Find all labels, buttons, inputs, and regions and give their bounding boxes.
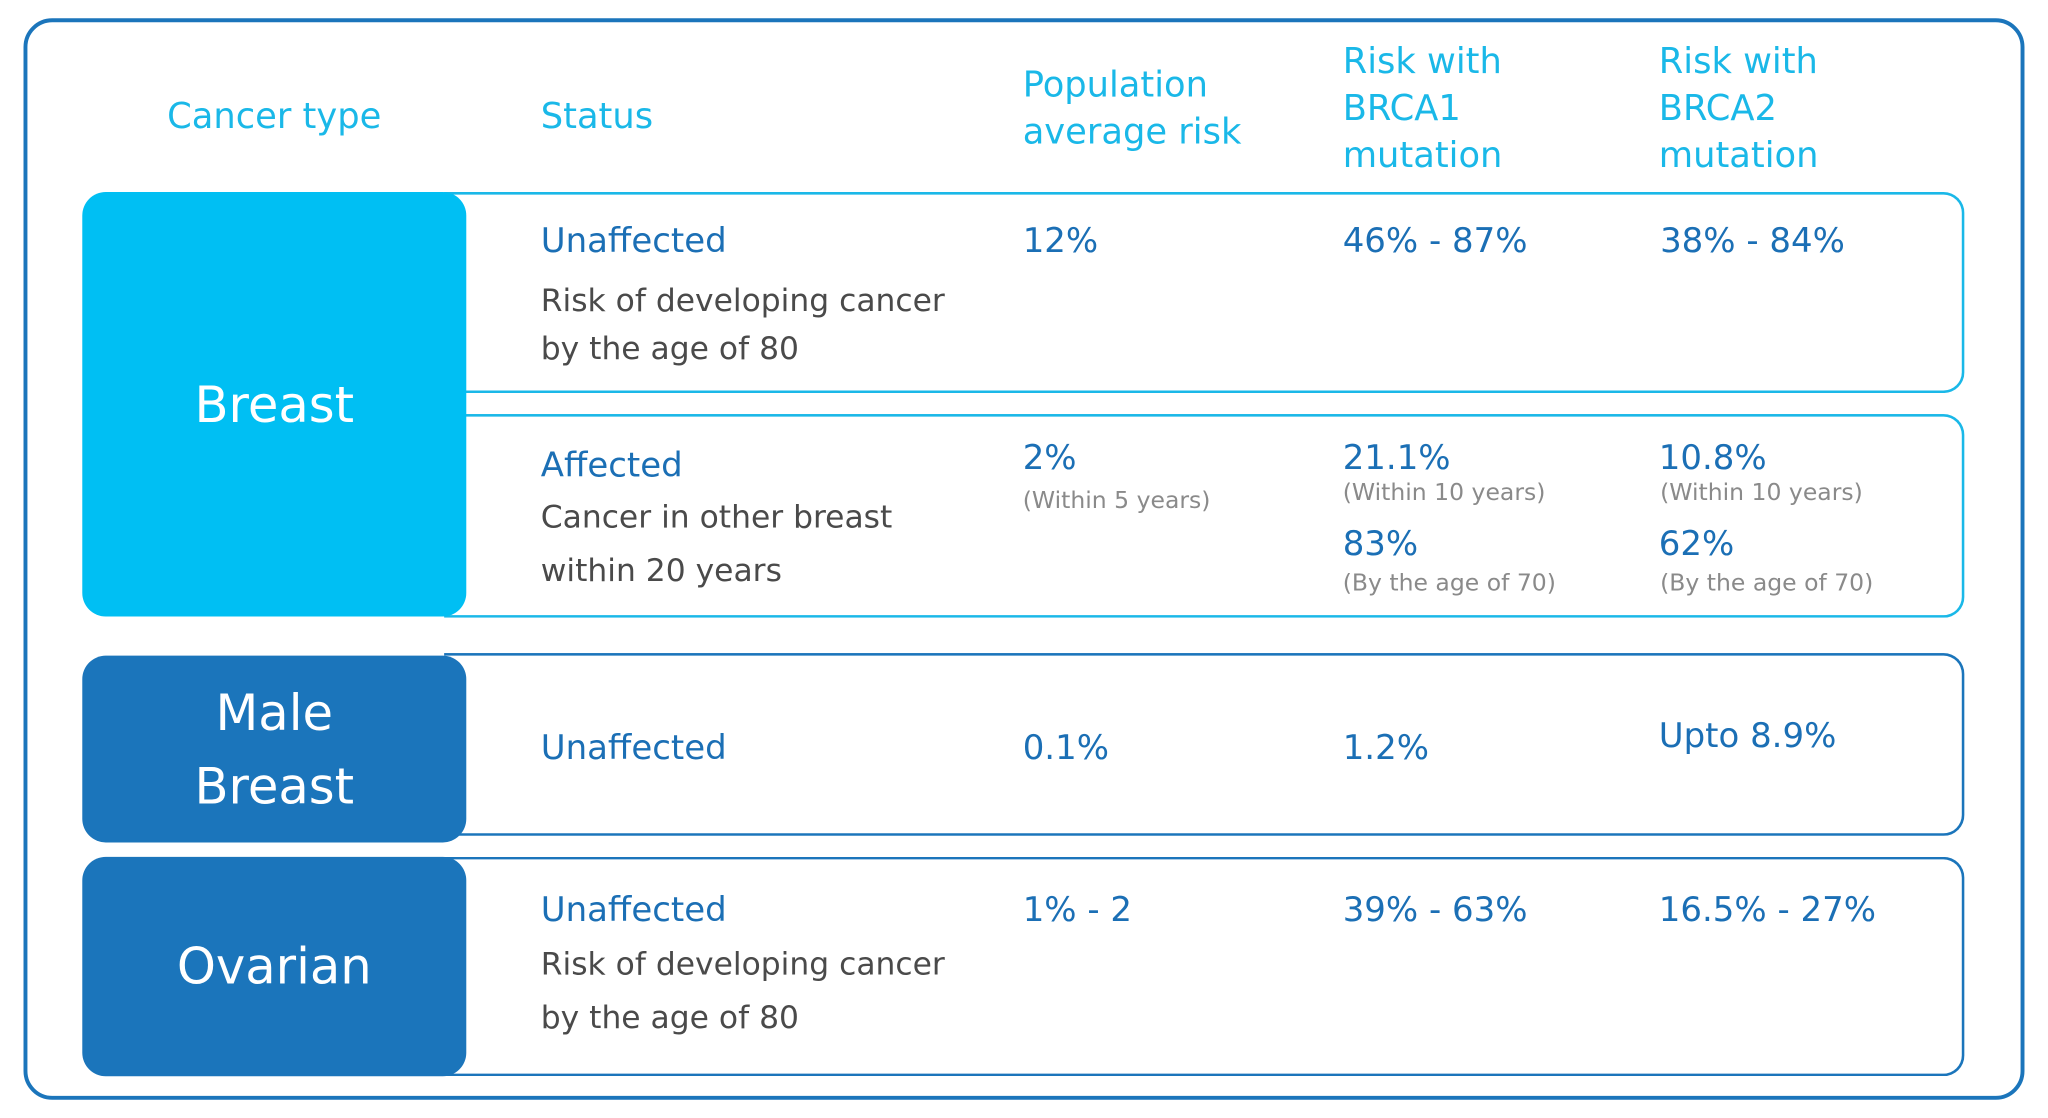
row-box (444, 191, 1965, 394)
risk-value: 0.1% (1022, 728, 1109, 768)
risk-value: 1.2% (1342, 728, 1429, 768)
risk-value: 46% - 87% (1342, 222, 1528, 262)
row-box (444, 414, 1965, 618)
header-cell: Risk with BRCA2 mutation (1658, 41, 1819, 177)
cancer-type: Male Breast (82, 655, 467, 843)
risk-value: 10.8% (1658, 438, 1767, 479)
table-frame (23, 18, 2025, 1100)
risk-value: Upto 8.9% (1658, 717, 1837, 757)
status-note: Cancer in other breast within 20 years (540, 498, 893, 590)
status-note: Risk of developing cancer by the age of … (540, 945, 945, 1036)
risk-note: (Within 10 years) (1342, 479, 1546, 507)
status-note: Risk of developing cancer by the age of … (540, 282, 945, 368)
risk-value: 2% (1022, 438, 1077, 479)
risk-value: 12% (1022, 222, 1099, 262)
row-box (444, 856, 1965, 1077)
status: Unaffected (540, 890, 727, 930)
header-cell: Population average risk (1022, 65, 1242, 153)
risk-value: 39% - 63% (1342, 890, 1528, 930)
row-box (444, 653, 1965, 836)
risk-value: 38% - 84% (1660, 222, 1845, 262)
status: Unaffected (540, 222, 727, 262)
cancer-type-label: Male Breast (194, 683, 355, 815)
header-cell: Cancer type (167, 96, 382, 138)
header-cell: Risk with BRCA1 mutation (1342, 41, 1503, 177)
risk-value: 21.1% (1342, 438, 1451, 479)
risk-value: 16.5% - 27% (1658, 890, 1876, 930)
cancer-type: Breast (82, 191, 467, 617)
risk-value: 62% (1658, 525, 1735, 565)
risk-value: 83% (1342, 525, 1419, 565)
status: Affected (540, 446, 683, 486)
risk-note: (Within 5 years) (1022, 487, 1211, 515)
status: Unaffected (540, 728, 727, 768)
risk-note: (By the age of 70) (1342, 569, 1556, 597)
cancer-type-label: Ovarian (176, 937, 372, 996)
risk-note: (Within 10 years) (1660, 479, 1863, 507)
header-cell: Status (540, 96, 654, 138)
risk-value: 1% - 2 (1022, 890, 1133, 930)
cancer-type-label: Breast (194, 375, 355, 433)
risk-note: (By the age of 70) (1660, 569, 1874, 597)
cancer-type: Ovarian (82, 856, 467, 1077)
